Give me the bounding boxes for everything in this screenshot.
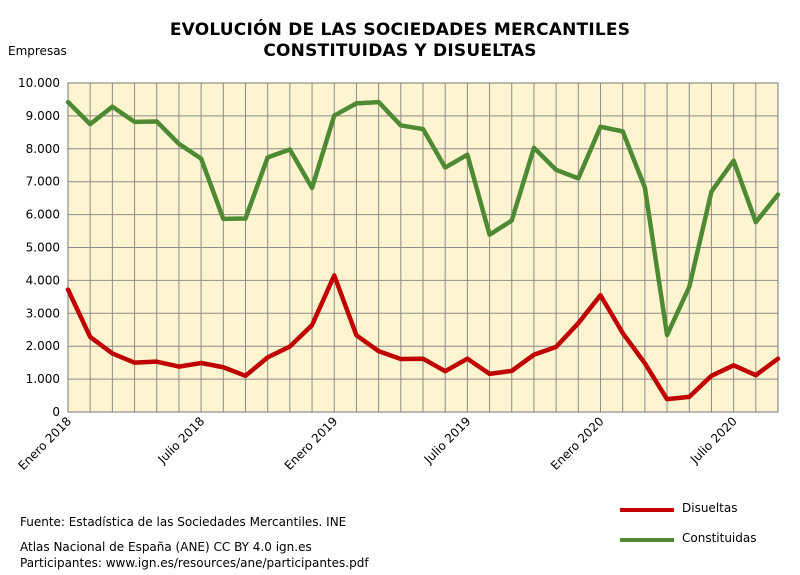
participants-note: Participantes: www.ign.es/resources/ane/… — [20, 556, 369, 570]
legend-label-disueltas: Disueltas — [682, 501, 738, 515]
y-tick-label: 9.000 — [26, 109, 60, 123]
license-note: Atlas Nacional de España (ANE) CC BY 4.0… — [20, 540, 312, 554]
x-tick-label: Enero 2018 — [15, 414, 74, 473]
plot-frame — [67, 82, 779, 413]
legend-label-constituidas: Constituidas — [682, 531, 757, 545]
x-tick-label: Julio 2020 — [687, 414, 740, 467]
chart-title-line-1: EVOLUCIÓN DE LAS SOCIEDADES MERCANTILES — [169, 20, 631, 40]
y-tick-label: 6.000 — [26, 208, 60, 222]
y-tick-label: 10.000 — [18, 76, 60, 90]
series-line-disueltas — [65, 273, 781, 402]
x-tick-label: Enero 2019 — [282, 414, 341, 473]
source-note: Fuente: Estadística de las Sociedades Me… — [20, 515, 347, 529]
series-line-constituidas — [65, 99, 781, 338]
y-axis-label: Empresas — [8, 44, 67, 58]
y-tick-label: 4.000 — [26, 273, 60, 287]
y-tick-label: 2.000 — [26, 339, 60, 353]
y-tick-label: 5.000 — [26, 241, 60, 255]
y-tick-label: 7.000 — [26, 175, 60, 189]
legend-swatch-disueltas — [620, 508, 674, 512]
y-tick-label: 1.000 — [26, 372, 60, 386]
y-tick-label: 8.000 — [26, 142, 60, 156]
legend-swatch-constituidas — [620, 538, 674, 542]
y-tick-label: 3.000 — [26, 306, 60, 320]
x-tick-label: Enero 2020 — [548, 414, 607, 473]
y-tick-label: 0 — [52, 405, 60, 419]
chart-title-line-2: CONSTITUIDAS Y DISUELTAS — [263, 41, 537, 61]
x-tick-label: Julio 2018 — [155, 414, 208, 467]
chart-title: EVOLUCIÓN DE LAS SOCIEDADES MERCANTILES … — [0, 20, 800, 62]
x-tick-label: Julio 2019 — [421, 414, 474, 467]
